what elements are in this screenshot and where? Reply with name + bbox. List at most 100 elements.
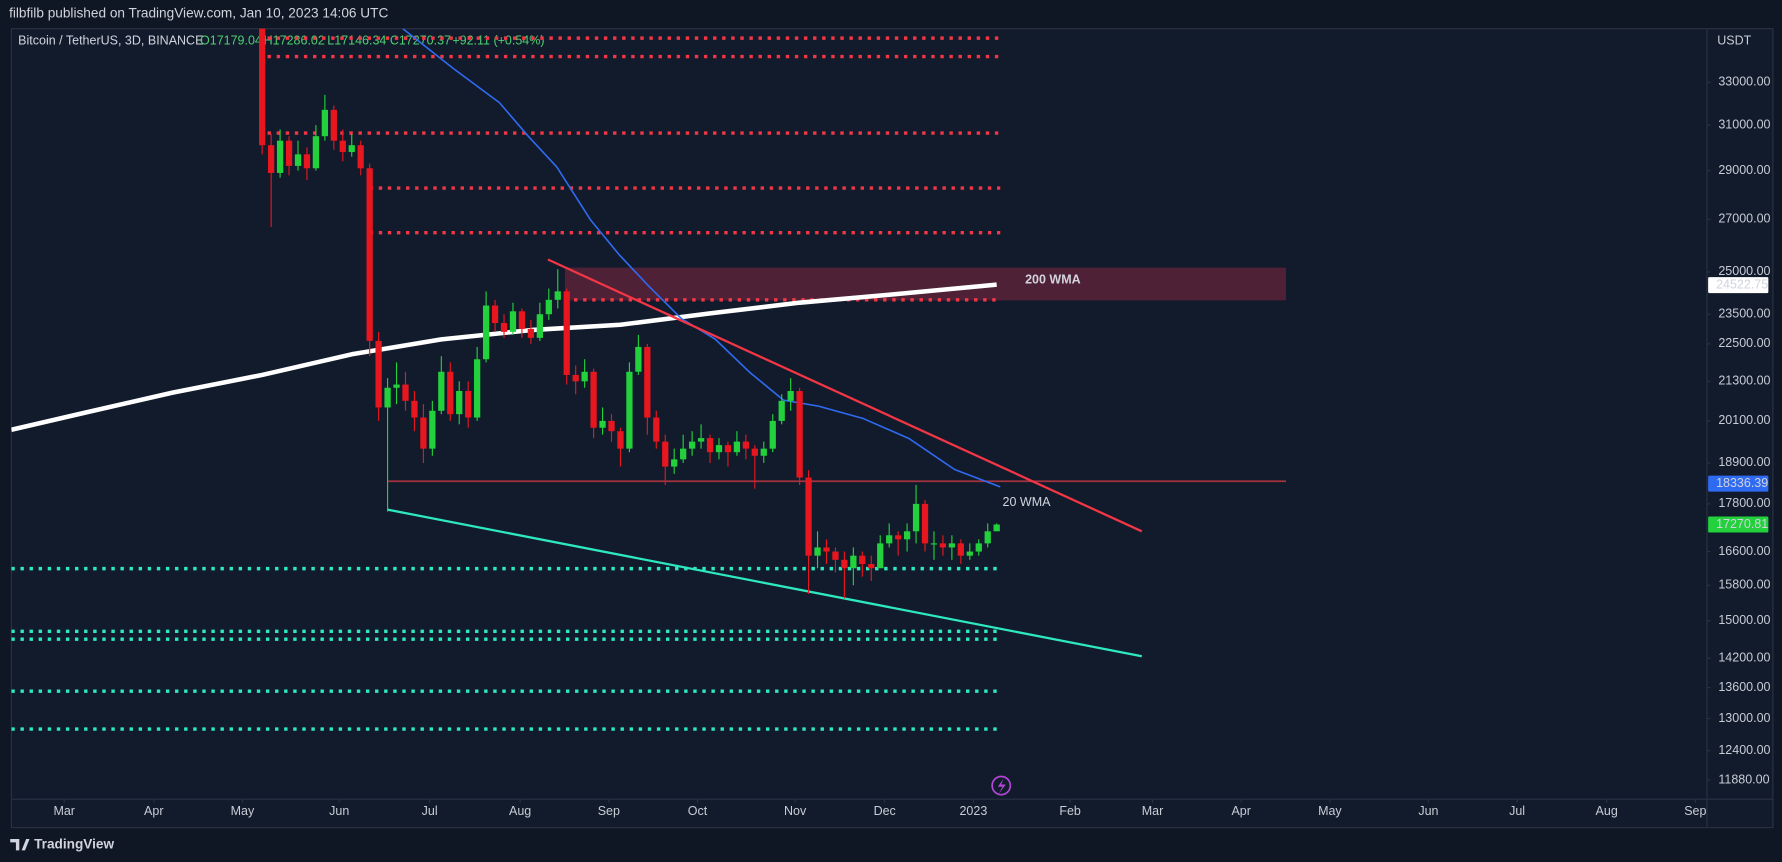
y-tick-label: 29000.00 — [1718, 163, 1770, 177]
candle-body — [975, 543, 982, 552]
candle-body — [411, 400, 418, 418]
candle-body — [384, 387, 391, 408]
y-tick-label: 18900.00 — [1718, 455, 1770, 469]
legend-value: O17179.04 — [200, 33, 262, 47]
time-axis — [11, 799, 1773, 828]
candle-body — [832, 551, 839, 560]
candle-body — [903, 531, 911, 540]
candle-body — [939, 543, 947, 548]
candle-body — [321, 109, 329, 137]
candle-body — [626, 371, 633, 449]
candle-body — [859, 555, 866, 565]
x-tick-label: May — [1318, 804, 1342, 818]
x-tick-label: Dec — [874, 804, 896, 818]
y-tick-label: 27000.00 — [1718, 212, 1770, 226]
x-tick-label: 2023 — [959, 804, 987, 818]
candle-body — [895, 535, 902, 540]
candle-body — [966, 551, 973, 556]
candle-body — [482, 305, 490, 360]
price-tag — [1708, 516, 1769, 533]
y-tick-label: 21300.00 — [1718, 374, 1770, 388]
candle-body — [662, 441, 669, 467]
candle-body — [590, 371, 597, 428]
candle-body — [742, 441, 750, 449]
brand: TradingView — [34, 836, 114, 851]
candle-body — [724, 445, 732, 453]
price-tag-label: 18336.39 — [1716, 476, 1768, 490]
candle-body — [886, 535, 893, 544]
candle-body — [527, 328, 535, 338]
y-tick-label: 12400.00 — [1718, 743, 1770, 757]
candle-body — [259, 28, 266, 146]
x-tick-label: May — [231, 804, 255, 818]
candle-body — [438, 371, 445, 411]
price-axis — [1706, 28, 1773, 800]
candle-body — [877, 543, 884, 569]
candle-body — [796, 391, 803, 478]
candle-body — [993, 524, 1000, 532]
price-tag-label: 17270.81 — [1716, 517, 1768, 531]
candle-body — [294, 154, 302, 166]
y-tick-label: 23500.00 — [1718, 307, 1770, 321]
candle-body — [715, 445, 723, 453]
zone — [564, 267, 1286, 301]
candle-body — [500, 322, 508, 332]
candle-body — [733, 441, 741, 453]
x-tick-label: Aug — [509, 804, 531, 818]
trend-line — [387, 508, 1143, 658]
candle-body — [787, 391, 794, 401]
candle-body — [921, 503, 929, 544]
y-tick-label: 13600.00 — [1718, 680, 1770, 694]
candle-body — [312, 136, 320, 169]
plot-layer: 200 WMA 20 WMA — [11, 28, 1286, 731]
candle-body — [760, 448, 767, 456]
candle-body — [357, 145, 364, 169]
candle-body — [823, 547, 830, 552]
x-tick-label: Apr — [1231, 804, 1250, 818]
candle-body — [653, 417, 660, 442]
candle-body — [680, 448, 687, 460]
candle-body — [465, 391, 472, 418]
candle-body — [912, 503, 920, 532]
ma-label: 20 WMA — [1003, 495, 1052, 509]
candle-body — [554, 291, 561, 300]
legend-value: H17286.02 — [264, 33, 325, 47]
candle-body — [868, 564, 875, 569]
y-tick-label: 33000.00 — [1718, 75, 1770, 89]
candle-body — [456, 391, 463, 415]
candle-body — [572, 374, 579, 382]
legend-value: C17270.37 — [390, 33, 451, 47]
candle-body — [563, 291, 570, 375]
candle-body — [581, 371, 588, 382]
legend-value: L17146.34 — [327, 33, 386, 47]
candle-body — [850, 555, 857, 569]
y-tick-label: 17800.00 — [1718, 496, 1770, 510]
x-tick-label: Jul — [1509, 804, 1525, 818]
candle-body — [366, 168, 373, 341]
candle-body — [348, 145, 355, 153]
x-tick-label: Nov — [784, 804, 807, 818]
symbol: Bitcoin / TetherUS, 3D, BINANCE — [18, 33, 203, 47]
candle-body — [814, 547, 821, 556]
x-tick-label: Sep — [1684, 804, 1706, 818]
y-tick-label: 20100.00 — [1718, 413, 1770, 427]
candle-body — [644, 346, 651, 418]
y-tick-label: 31000.00 — [1718, 117, 1770, 131]
candle-body — [751, 448, 758, 456]
y-tick-label: 25000.00 — [1718, 264, 1770, 278]
candle-body — [697, 438, 705, 442]
candle-body — [330, 109, 337, 141]
candle-body — [841, 559, 848, 569]
x-tick-label: Sep — [598, 804, 620, 818]
candle-body — [769, 420, 776, 449]
candle-body — [671, 459, 678, 467]
trend-line — [547, 258, 1143, 533]
candle-body — [393, 384, 400, 388]
y-tick-label: 16600.00 — [1718, 544, 1770, 558]
y-tick-label: 15000.00 — [1718, 613, 1770, 627]
publish-info: filbfilb published on TradingView.com, J… — [9, 6, 388, 21]
axis-layer: 33000.00 31000.00 29000.00 27000.00 25000.00… — [53, 75, 1770, 818]
candle-body — [617, 431, 624, 449]
brand-logo — [10, 838, 30, 851]
